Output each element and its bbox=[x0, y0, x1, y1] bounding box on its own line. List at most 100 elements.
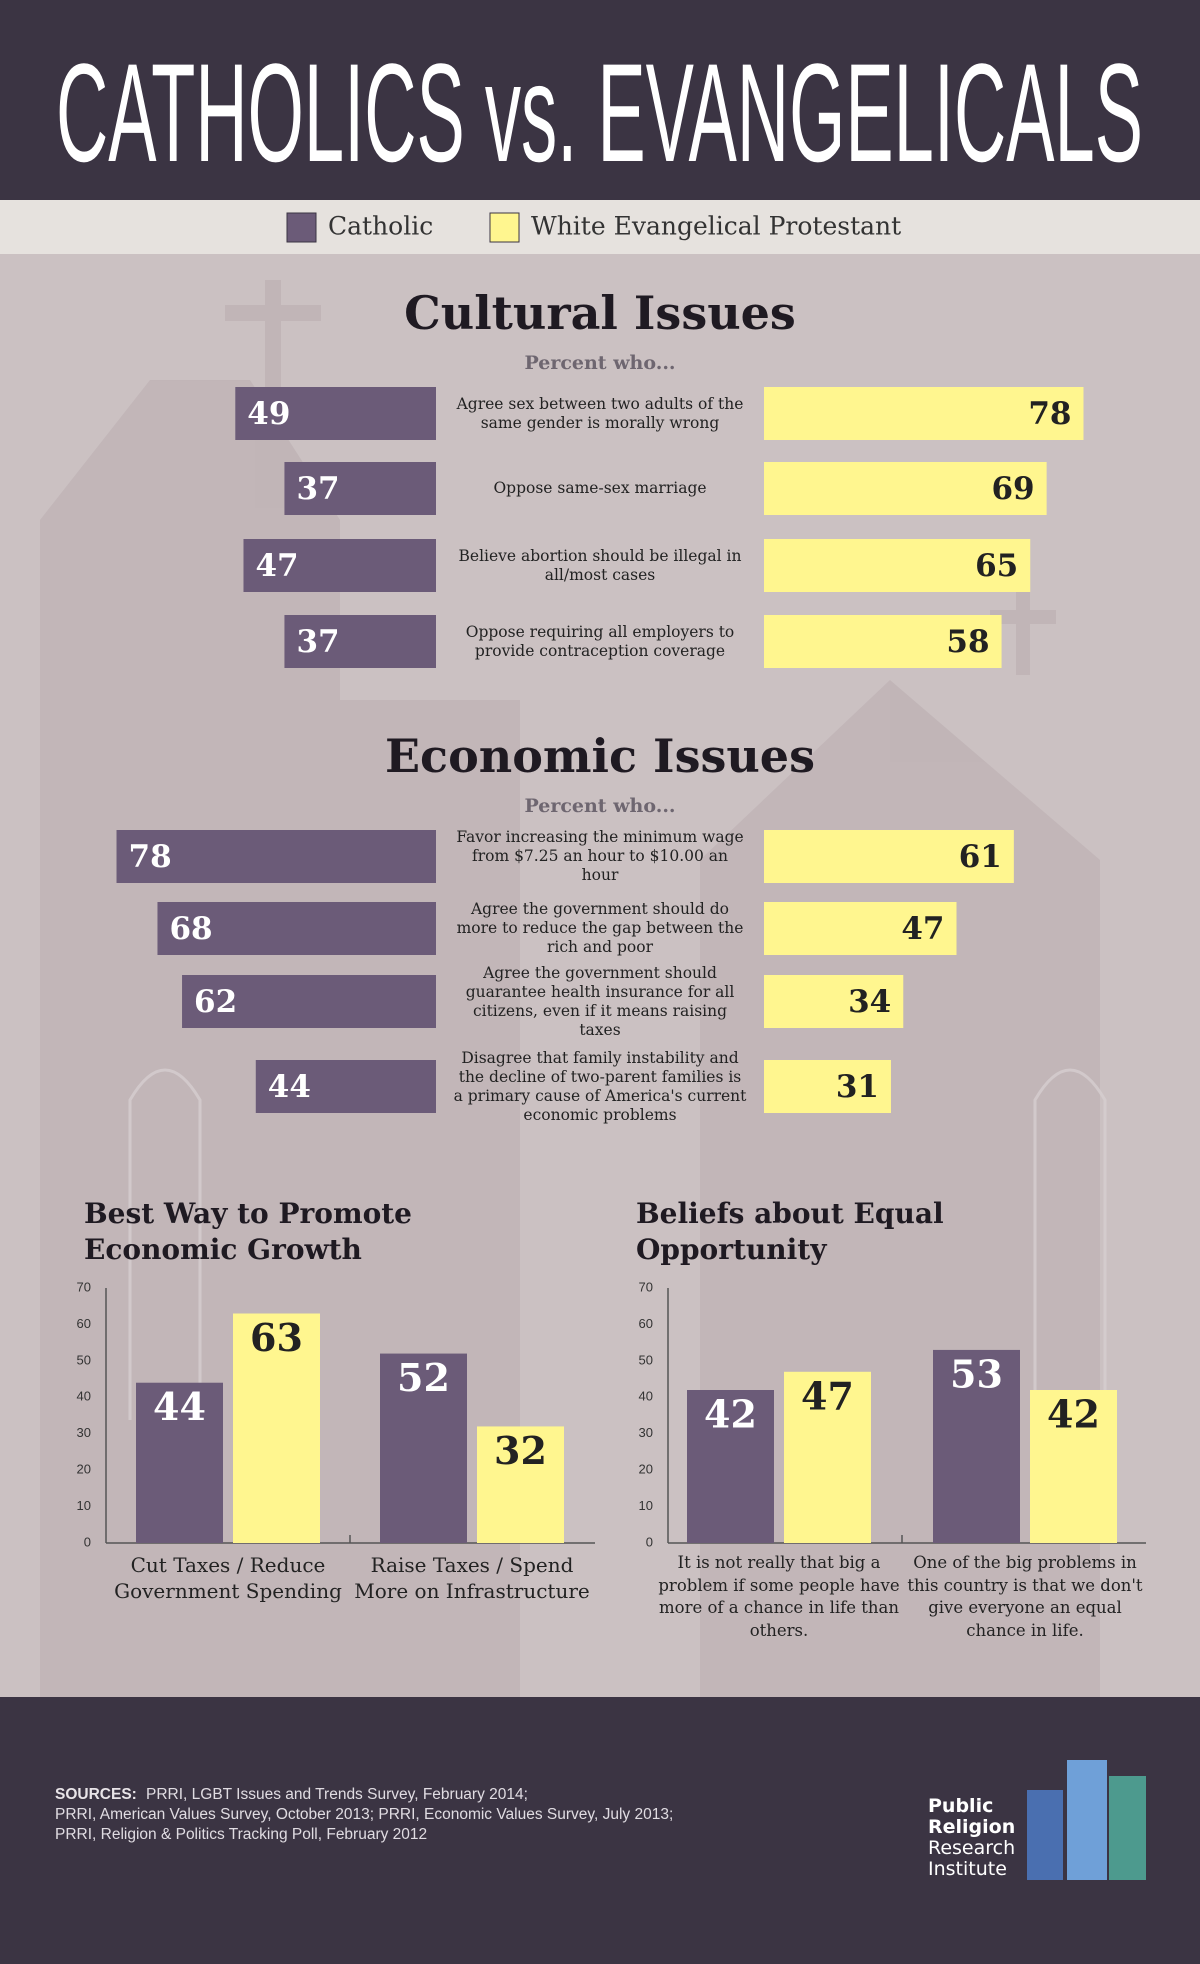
section-title: Cultural Issues bbox=[404, 286, 796, 340]
y-tick-label: 60 bbox=[639, 1316, 653, 1331]
y-tick-label: 0 bbox=[646, 1534, 653, 1549]
category-label: Agree sex between two adults of the same… bbox=[456, 394, 744, 432]
y-tick-label: 20 bbox=[77, 1462, 91, 1477]
value-label: 47 bbox=[255, 548, 298, 584]
section-subtitle: Percent who... bbox=[524, 795, 675, 817]
logo-text: Religion bbox=[928, 1816, 1016, 1838]
y-tick-label: 30 bbox=[77, 1425, 91, 1440]
bar bbox=[116, 830, 437, 883]
value-label: 44 bbox=[153, 1384, 206, 1429]
bar bbox=[255, 1060, 436, 1113]
category-label: Agree the government should guarantee he… bbox=[465, 963, 735, 1039]
value-label: 78 bbox=[129, 839, 172, 875]
value-label: 34 bbox=[848, 984, 891, 1020]
y-tick-label: 40 bbox=[639, 1389, 653, 1404]
y-tick-label: 70 bbox=[77, 1279, 91, 1294]
y-tick-label: 30 bbox=[639, 1425, 653, 1440]
value-label: 47 bbox=[801, 1373, 854, 1418]
y-tick-label: 0 bbox=[84, 1534, 91, 1549]
y-tick-label: 10 bbox=[77, 1498, 91, 1513]
logo-text: Research bbox=[928, 1837, 1016, 1859]
value-label: 63 bbox=[250, 1315, 303, 1360]
category-label: Favor increasing the minimum wage from $… bbox=[456, 828, 744, 884]
y-tick-label: 50 bbox=[77, 1352, 91, 1367]
bar bbox=[764, 387, 1084, 440]
value-label: 53 bbox=[950, 1351, 1003, 1396]
sources-label: SOURCES: bbox=[55, 1786, 137, 1803]
bar bbox=[764, 902, 957, 955]
church-windows bbox=[128, 1068, 1107, 1420]
section-title: Economic Issues bbox=[385, 729, 815, 783]
bar bbox=[933, 1349, 1020, 1543]
category-label: Oppose requiring all employers to provid… bbox=[465, 622, 735, 660]
bar bbox=[235, 387, 436, 440]
legend-swatch bbox=[286, 212, 317, 243]
y-tick-label: 10 bbox=[639, 1498, 653, 1513]
category-label: It is not really that big a problem if s… bbox=[658, 1553, 900, 1640]
sources-line: PRRI, LGBT Issues and Trends Survey, Feb… bbox=[146, 1786, 528, 1803]
legend-label: White Evangelical Protestant bbox=[531, 212, 901, 241]
bar bbox=[764, 615, 1002, 668]
value-label: 44 bbox=[268, 1069, 311, 1105]
logo-mark bbox=[1027, 1760, 1146, 1880]
category-label: Oppose same-sex marriage bbox=[493, 479, 707, 497]
bar bbox=[764, 830, 1014, 883]
bar bbox=[284, 615, 436, 668]
bar bbox=[136, 1382, 223, 1543]
bar bbox=[764, 975, 904, 1028]
y-tick-label: 50 bbox=[639, 1352, 653, 1367]
category-label: One of the big problems in this country … bbox=[907, 1553, 1143, 1640]
category-label: Agree the government should do more to r… bbox=[456, 900, 744, 956]
value-label: 58 bbox=[946, 624, 989, 660]
bar bbox=[1030, 1390, 1117, 1543]
legend-swatch bbox=[489, 212, 520, 243]
header-band bbox=[0, 0, 1200, 200]
bar bbox=[764, 539, 1031, 592]
value-label: 52 bbox=[397, 1355, 450, 1400]
value-label: 32 bbox=[494, 1428, 547, 1473]
category-label: Cut Taxes / Reduce Government Spending bbox=[114, 1553, 342, 1603]
y-tick-label: 40 bbox=[77, 1389, 91, 1404]
bar bbox=[182, 975, 436, 1028]
y-tick-label: 60 bbox=[77, 1316, 91, 1331]
value-label: 42 bbox=[704, 1392, 757, 1437]
footer-band bbox=[0, 1697, 1200, 1964]
category-label: Disagree that family instability and the… bbox=[453, 1048, 747, 1124]
bar bbox=[687, 1390, 774, 1543]
bar bbox=[380, 1353, 467, 1543]
page-title: CATHOLICS vs. EVANGELICALS bbox=[56, 34, 1143, 191]
value-label: 37 bbox=[296, 471, 339, 507]
legend-band bbox=[0, 200, 1200, 254]
value-label: 78 bbox=[1028, 396, 1071, 432]
chart-title: Best Way to Promote Economic Growth bbox=[84, 1197, 412, 1266]
chart-title: Beliefs about Equal Opportunity bbox=[636, 1197, 944, 1266]
value-label: 69 bbox=[991, 471, 1034, 507]
value-label: 47 bbox=[901, 911, 944, 947]
value-label: 37 bbox=[296, 624, 339, 660]
logo-text: Public bbox=[928, 1795, 994, 1817]
bar bbox=[764, 1060, 891, 1113]
category-label: Believe abortion should be illegal in al… bbox=[458, 546, 742, 584]
value-label: 61 bbox=[959, 839, 1002, 875]
bar bbox=[284, 462, 436, 515]
bar bbox=[764, 462, 1047, 515]
section-subtitle: Percent who... bbox=[524, 352, 675, 374]
bar bbox=[157, 902, 437, 955]
bar bbox=[477, 1426, 564, 1543]
y-tick-label: 20 bbox=[639, 1462, 653, 1477]
value-label: 42 bbox=[1047, 1392, 1100, 1437]
value-label: 68 bbox=[169, 911, 212, 947]
value-label: 65 bbox=[975, 548, 1018, 584]
bar bbox=[784, 1371, 871, 1543]
sources-line: PRRI, Religion & Politics Tracking Poll,… bbox=[55, 1826, 428, 1843]
legend-label: Catholic bbox=[328, 212, 433, 241]
category-label: Raise Taxes / Spend More on Infrastructu… bbox=[354, 1553, 590, 1603]
value-label: 62 bbox=[194, 984, 237, 1020]
bar bbox=[243, 539, 436, 592]
logo-text: Institute bbox=[928, 1858, 1007, 1880]
value-label: 31 bbox=[836, 1069, 879, 1105]
y-tick-label: 70 bbox=[639, 1279, 653, 1294]
sources-line: PRRI, American Values Survey, October 20… bbox=[55, 1806, 674, 1823]
